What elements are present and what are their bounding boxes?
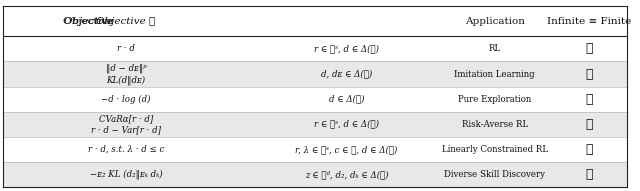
Text: Application: Application <box>465 16 525 26</box>
Text: ✗: ✗ <box>586 168 593 181</box>
Text: Objective ℱ: Objective ℱ <box>97 16 156 26</box>
Text: ‖d − dᴇ‖ᵖ
KL(d‖dᴇ): ‖d − dᴇ‖ᵖ KL(d‖dᴇ) <box>106 63 147 85</box>
Text: Imitation Learning: Imitation Learning <box>454 70 535 79</box>
Text: ✓: ✓ <box>586 143 593 156</box>
Text: ✓: ✓ <box>586 42 593 55</box>
Text: z ∈ ℝᵈ, d₂, dₖ ∈ Δ(𝒮): z ∈ ℝᵈ, d₂, dₖ ∈ Δ(𝒮) <box>305 170 388 179</box>
Text: Objective: Objective <box>63 16 116 26</box>
FancyBboxPatch shape <box>3 162 627 187</box>
Text: Pure Exploration: Pure Exploration <box>458 95 531 104</box>
Text: Diverse Skill Discovery: Diverse Skill Discovery <box>444 170 545 179</box>
FancyBboxPatch shape <box>3 112 627 137</box>
Text: CVaRα[r · d]
r · d − Var[r · d]: CVaRα[r · d] r · d − Var[r · d] <box>91 114 161 135</box>
Text: r · d, s.t. λ · d ≤ c: r · d, s.t. λ · d ≤ c <box>88 145 164 154</box>
Text: Linearly Constrained RL: Linearly Constrained RL <box>442 145 548 154</box>
Text: d ∈ Δ(𝒮): d ∈ Δ(𝒮) <box>329 95 364 104</box>
Text: RL: RL <box>488 44 500 53</box>
Text: −d · log (d): −d · log (d) <box>101 95 151 104</box>
FancyBboxPatch shape <box>3 62 627 87</box>
Text: r ∈ ℝˢ, d ∈ Δ(𝒮): r ∈ ℝˢ, d ∈ Δ(𝒮) <box>314 44 379 53</box>
Text: Risk-Averse RL: Risk-Averse RL <box>461 120 528 129</box>
Text: r · d: r · d <box>117 44 135 53</box>
Text: −ᴇ₂ KL (d₂‖ᴇₖ dₖ): −ᴇ₂ KL (d₂‖ᴇₖ dₖ) <box>90 170 163 179</box>
Text: Objective: Objective <box>63 16 116 26</box>
Text: ✗: ✗ <box>586 93 593 106</box>
Text: r ∈ ℝˢ, d ∈ Δ(𝒮): r ∈ ℝˢ, d ∈ Δ(𝒮) <box>314 120 379 129</box>
Text: ✗: ✗ <box>586 118 593 131</box>
Text: r, λ ∈ ℝˢ, c ∈ ℝ, d ∈ Δ(𝒮): r, λ ∈ ℝˢ, c ∈ ℝ, d ∈ Δ(𝒮) <box>296 145 397 154</box>
Text: Infinite ≡ Finite: Infinite ≡ Finite <box>547 16 631 26</box>
Text: ✗: ✗ <box>586 67 593 81</box>
Text: d, dᴇ ∈ Δ(𝒮): d, dᴇ ∈ Δ(𝒮) <box>321 70 372 79</box>
